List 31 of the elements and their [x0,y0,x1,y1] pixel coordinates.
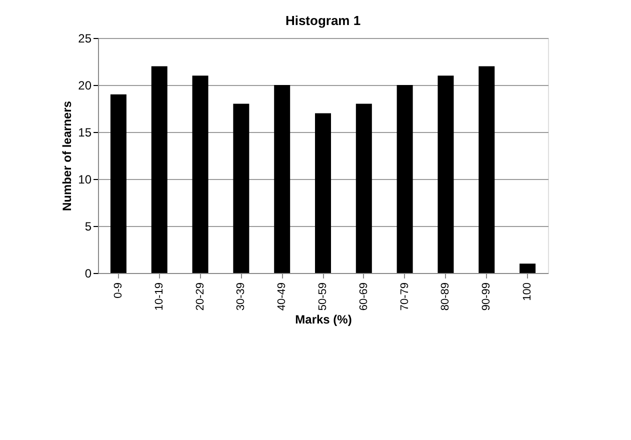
x-tick-label: 90-99 [480,282,493,311]
bar [274,85,290,273]
x-tick-label: 80-89 [440,282,452,311]
x-tick-label: 60-69 [358,282,370,311]
y-tick-label: 15 [78,126,92,140]
x-tick-label: 40-49 [276,282,288,311]
bar [520,264,536,273]
y-tick-label: 0 [84,266,92,280]
y-tick-label: 5 [84,220,92,234]
x-axis-title: Marks (%) [295,312,352,327]
y-tick-label: 25 [78,32,92,46]
bar [396,85,413,273]
x-tick-label: 50-59 [317,282,329,311]
x-tick-label: 100 [522,282,534,301]
bar [478,66,495,273]
bar [151,66,168,273]
y-tick-label: 20 [78,78,92,92]
x-tick-label: 30-39 [235,282,248,311]
bar [438,76,454,273]
y-axis-title: Number of learners [60,100,74,212]
x-tick-label: 70-79 [398,282,411,311]
bar [315,113,331,273]
x-tick-label: 20-29 [194,282,206,311]
chart-title: Histogram 1 [285,13,361,28]
bar [233,104,250,273]
y-tick-label: 10 [78,172,92,186]
bar [110,94,126,273]
bar [192,76,208,273]
bar [356,104,372,273]
x-tick-label: 10-19 [153,282,166,311]
x-tick-label: 0-9 [112,282,124,298]
